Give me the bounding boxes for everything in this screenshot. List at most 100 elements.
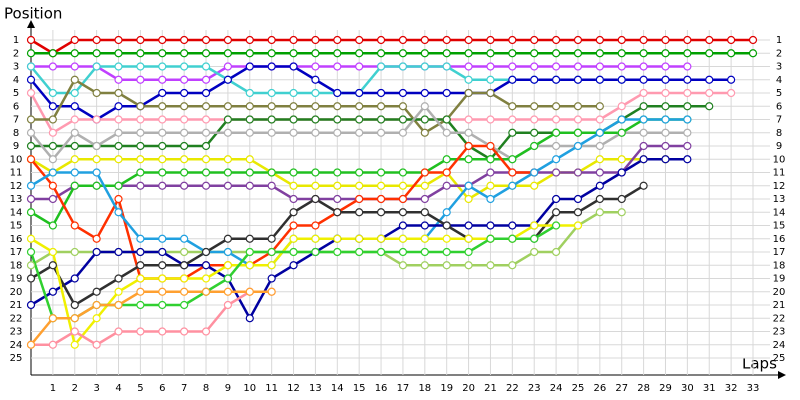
lap-point [508,115,517,124]
lap-point [70,102,79,111]
y-tick-label: 18 [10,260,23,271]
lap-point [683,49,692,58]
lap-point [661,102,670,111]
lap-point [551,155,561,164]
lap-point [442,261,451,270]
x-tick-label: 25 [572,383,585,394]
lap-point [420,88,429,98]
y-tick-label-right: 4 [776,75,782,86]
lap-point [355,208,364,217]
lap-point [201,287,211,296]
lap-point [70,115,79,124]
lap-point [48,287,57,296]
lap-point [464,261,473,270]
lap-point [573,102,583,111]
lap-point [48,314,57,323]
lap-point [180,115,189,124]
y-tick-label: 17 [10,247,23,258]
lap-point [311,35,320,45]
x-tick-label: 30 [681,383,694,394]
lap-point [114,49,123,58]
lap-point [661,128,670,137]
lap-point [464,62,473,71]
lap-point [420,35,429,45]
lap-point [267,274,276,283]
lap-point [530,75,539,84]
lap-point [311,221,320,230]
x-tick-label: 24 [550,383,563,394]
lap-point [223,300,233,310]
lap-point [617,102,626,111]
lap-point [333,208,342,217]
lap-point [267,247,276,257]
lap-point [114,194,123,204]
lap-point [398,128,408,137]
lap-point [355,49,364,58]
lap-point [333,181,342,190]
lap-point [70,181,79,190]
lap-point [573,62,583,71]
x-tick-label: 5 [137,383,143,394]
lap-point [639,128,648,137]
lap-point [267,287,276,296]
lap-point [398,35,408,45]
lap-point [551,75,561,84]
lap-point [486,35,495,45]
y-tick-label-right: 9 [776,141,782,152]
lap-point [267,102,276,111]
lap-point [223,115,233,124]
lap-point [551,102,561,111]
series-line [30,158,666,201]
lap-point [333,102,342,111]
lap-point [267,62,276,71]
x-tick-label: 14 [331,383,344,394]
lap-point [617,155,626,164]
lap-point [398,62,408,71]
lap-point [158,128,167,137]
lap-point [136,274,145,283]
lap-point [420,168,429,177]
lap-point [158,155,167,164]
lap-point [92,168,101,177]
lap-point [158,141,167,151]
lap-point [683,88,692,98]
y-tick-label: 24 [10,340,23,351]
lap-point [245,261,254,270]
lap-point [289,35,298,45]
lap-point [333,168,342,177]
lap-point [420,115,429,124]
y-tick-label: 8 [13,128,19,139]
lap-point [551,128,561,137]
lap-point [48,88,57,98]
lap-point [26,115,36,124]
lap-point [398,88,408,98]
lap-point [223,62,233,71]
lap-point [70,75,79,84]
lap-point [70,168,79,177]
lap-point [355,128,364,137]
lap-point [617,62,626,71]
lap-point [92,155,101,164]
lap-point [595,35,604,45]
lap-point [70,221,79,230]
lap-point [245,62,254,71]
lap-point [311,234,320,243]
lap-point [639,115,648,124]
lap-point [180,88,189,98]
lap-point [201,49,211,58]
lap-point [617,49,626,58]
lap-point [180,300,189,310]
lap-point [158,300,167,310]
lap-point [26,247,36,257]
lap-point [158,261,167,270]
lap-point [311,102,320,111]
lap-point [245,128,254,137]
lap-point [245,102,254,111]
lap-point [70,141,79,151]
lap-point [114,88,123,98]
lap-point [551,168,561,177]
lap-point [158,168,167,177]
lap-point [26,261,36,270]
lap-point [201,115,211,124]
lap-point [595,102,604,111]
